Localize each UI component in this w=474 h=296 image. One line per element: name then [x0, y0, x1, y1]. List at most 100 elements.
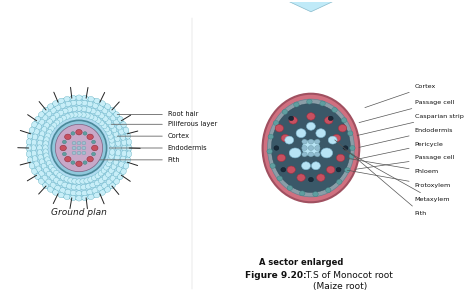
Ellipse shape [109, 183, 115, 189]
Ellipse shape [97, 105, 103, 111]
Ellipse shape [101, 123, 107, 129]
Ellipse shape [76, 95, 82, 100]
Ellipse shape [106, 179, 112, 185]
Ellipse shape [71, 184, 77, 190]
Ellipse shape [72, 146, 76, 150]
Ellipse shape [43, 141, 48, 147]
Ellipse shape [275, 125, 283, 132]
Circle shape [27, 97, 130, 199]
Ellipse shape [31, 139, 36, 146]
Ellipse shape [66, 184, 73, 189]
Ellipse shape [118, 161, 124, 167]
Ellipse shape [45, 157, 50, 163]
Ellipse shape [44, 167, 49, 173]
Ellipse shape [42, 175, 48, 181]
Ellipse shape [91, 115, 98, 121]
Ellipse shape [70, 190, 77, 196]
Ellipse shape [70, 95, 76, 101]
Ellipse shape [54, 178, 60, 184]
Ellipse shape [272, 104, 350, 192]
Ellipse shape [57, 118, 63, 123]
Ellipse shape [110, 145, 115, 151]
Ellipse shape [37, 149, 43, 156]
Ellipse shape [116, 145, 121, 151]
Text: Endodermis: Endodermis [109, 145, 208, 151]
Ellipse shape [46, 119, 52, 125]
Ellipse shape [64, 114, 70, 119]
Ellipse shape [121, 150, 127, 157]
Ellipse shape [307, 113, 315, 120]
Ellipse shape [115, 135, 120, 142]
Ellipse shape [34, 129, 39, 135]
Ellipse shape [102, 175, 108, 181]
Ellipse shape [104, 186, 110, 192]
Ellipse shape [277, 176, 283, 181]
Ellipse shape [289, 116, 294, 120]
Ellipse shape [297, 174, 305, 181]
Ellipse shape [270, 163, 275, 168]
Text: Casparian strip: Casparian strip [357, 114, 464, 136]
Ellipse shape [94, 192, 100, 198]
Ellipse shape [102, 115, 108, 121]
Ellipse shape [72, 178, 78, 184]
Ellipse shape [81, 106, 87, 112]
Ellipse shape [64, 134, 71, 139]
Ellipse shape [34, 161, 39, 167]
Ellipse shape [87, 189, 93, 195]
Ellipse shape [50, 115, 56, 121]
Ellipse shape [60, 175, 66, 181]
Ellipse shape [268, 134, 273, 139]
Ellipse shape [106, 111, 112, 117]
Ellipse shape [350, 146, 355, 150]
Ellipse shape [82, 141, 86, 145]
Ellipse shape [88, 114, 94, 119]
Ellipse shape [116, 124, 122, 130]
Ellipse shape [50, 183, 56, 188]
Ellipse shape [64, 96, 70, 102]
Ellipse shape [320, 101, 325, 106]
Ellipse shape [94, 110, 100, 116]
Ellipse shape [60, 188, 66, 193]
Ellipse shape [308, 152, 314, 157]
Text: T.S of Monocot root: T.S of Monocot root [303, 271, 393, 280]
Ellipse shape [289, 148, 301, 158]
Ellipse shape [77, 151, 81, 155]
Ellipse shape [111, 127, 117, 133]
Ellipse shape [85, 107, 91, 112]
Ellipse shape [48, 126, 54, 132]
Ellipse shape [29, 163, 35, 169]
Ellipse shape [102, 108, 108, 113]
Ellipse shape [337, 179, 342, 184]
Ellipse shape [308, 146, 314, 150]
Ellipse shape [63, 152, 66, 156]
Ellipse shape [109, 149, 115, 155]
Text: Cortex: Cortex [365, 84, 436, 108]
Ellipse shape [108, 157, 113, 163]
Ellipse shape [45, 133, 50, 139]
Ellipse shape [46, 171, 52, 177]
Ellipse shape [347, 131, 353, 136]
Ellipse shape [94, 98, 100, 104]
Ellipse shape [106, 129, 111, 136]
Ellipse shape [281, 134, 290, 142]
Text: Figure 9.20:: Figure 9.20: [245, 271, 306, 280]
Ellipse shape [76, 196, 82, 201]
Ellipse shape [313, 192, 318, 197]
Ellipse shape [76, 191, 82, 196]
Ellipse shape [32, 168, 37, 175]
Ellipse shape [64, 177, 70, 182]
Ellipse shape [109, 107, 115, 113]
Ellipse shape [68, 113, 74, 118]
Ellipse shape [341, 118, 347, 123]
Ellipse shape [76, 179, 82, 184]
Text: Root hair: Root hair [0, 295, 1, 296]
Ellipse shape [118, 129, 124, 135]
Ellipse shape [316, 129, 326, 138]
Ellipse shape [39, 119, 45, 125]
Ellipse shape [111, 163, 117, 169]
Ellipse shape [57, 180, 64, 186]
Ellipse shape [50, 108, 56, 113]
Ellipse shape [27, 157, 33, 163]
Ellipse shape [32, 156, 37, 162]
Ellipse shape [287, 166, 295, 173]
